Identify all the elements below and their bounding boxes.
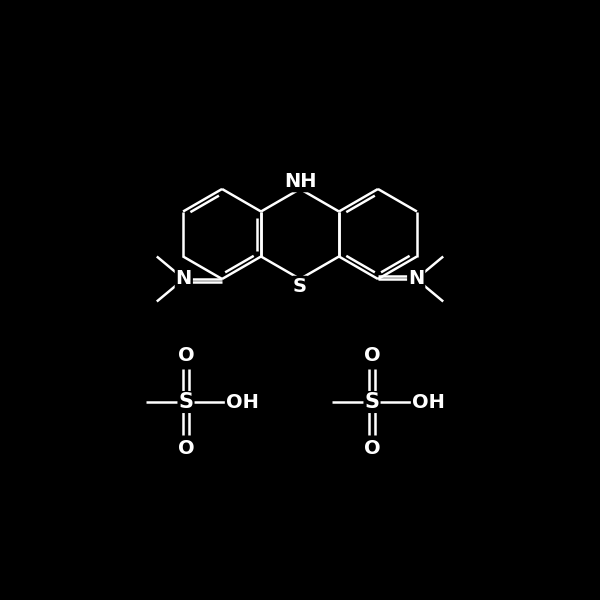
Text: O: O <box>178 346 194 365</box>
Text: OH: OH <box>412 392 445 412</box>
Text: O: O <box>364 439 380 458</box>
Text: S: S <box>365 392 380 412</box>
Text: N: N <box>176 269 192 289</box>
Text: O: O <box>364 346 380 365</box>
Text: O: O <box>178 439 194 458</box>
Text: NH: NH <box>284 172 316 191</box>
Text: OH: OH <box>226 392 259 412</box>
Text: S: S <box>179 392 193 412</box>
Text: S: S <box>293 277 307 296</box>
Text: N: N <box>408 269 424 289</box>
